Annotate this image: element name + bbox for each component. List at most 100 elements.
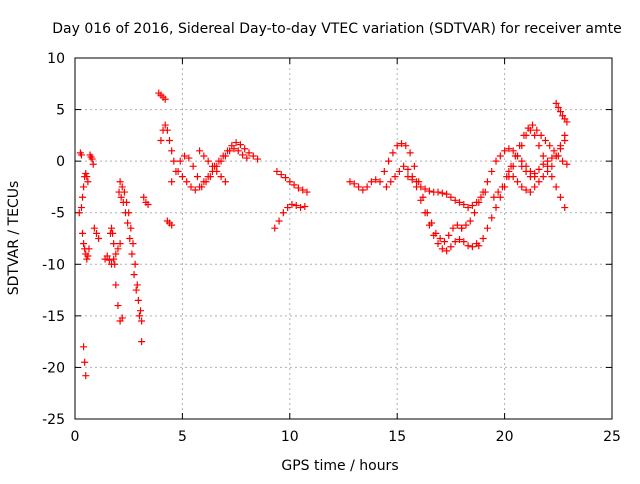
data-point — [77, 151, 85, 159]
data-point — [83, 255, 91, 263]
data-point — [275, 217, 283, 225]
data-point — [84, 252, 92, 260]
data-point — [273, 167, 281, 175]
series-s28 — [552, 99, 571, 126]
y-tick-label: -10 — [42, 257, 65, 273]
data-point — [79, 193, 87, 201]
data-point — [189, 162, 197, 170]
data-point — [168, 147, 176, 155]
data-point — [443, 190, 451, 198]
data-point — [563, 160, 571, 168]
data-point — [115, 188, 123, 196]
data-point — [468, 201, 476, 209]
data-point — [548, 154, 556, 162]
data-point — [140, 193, 148, 201]
series-s1 — [75, 170, 92, 217]
data-point — [80, 183, 88, 191]
data-point — [134, 296, 142, 304]
data-point — [440, 238, 448, 246]
data-point — [119, 198, 127, 206]
data-point — [213, 167, 221, 175]
series-s10 — [140, 193, 152, 208]
series-s3 — [80, 343, 90, 380]
data-point — [80, 343, 88, 351]
data-point — [443, 247, 451, 255]
y-tick-label: 5 — [56, 103, 65, 119]
data-point — [110, 255, 118, 263]
data-point — [129, 240, 137, 248]
data-point — [397, 140, 405, 148]
data-point — [196, 147, 204, 155]
data-point — [292, 201, 300, 209]
series-s26 — [505, 131, 569, 196]
data-point — [163, 126, 171, 134]
data-point — [376, 178, 384, 186]
data-point — [425, 187, 433, 195]
data-point — [112, 281, 120, 289]
data-point — [498, 183, 506, 191]
data-point — [554, 104, 562, 112]
data-point — [479, 235, 487, 242]
data-point — [505, 145, 513, 153]
data-point — [294, 184, 302, 192]
data-point — [391, 173, 399, 181]
series-s19 — [346, 176, 380, 194]
data-point — [550, 147, 558, 155]
data-point — [178, 173, 186, 181]
data-point — [436, 235, 444, 242]
y-tick-label: 10 — [47, 51, 65, 67]
data-point — [161, 121, 169, 129]
series-s23 — [458, 145, 539, 232]
data-point — [90, 224, 98, 232]
data-point — [346, 178, 354, 186]
data-point — [531, 183, 539, 191]
data-point — [526, 173, 534, 181]
series-s4 — [86, 151, 97, 168]
data-point — [112, 250, 120, 258]
data-point — [217, 173, 225, 181]
x-tick-label: 5 — [178, 429, 187, 445]
data-point — [496, 193, 504, 201]
data-point — [239, 151, 247, 159]
data-point — [464, 204, 472, 212]
data-point — [138, 338, 146, 346]
data-point — [556, 193, 564, 201]
data-point — [126, 235, 134, 242]
data-point — [501, 147, 509, 155]
data-point — [95, 235, 103, 242]
data-point — [245, 149, 253, 157]
data-point — [492, 157, 500, 165]
data-point — [221, 152, 229, 160]
data-point — [490, 193, 498, 201]
data-point — [132, 286, 140, 294]
data-point — [556, 108, 564, 116]
data-point — [447, 243, 455, 251]
y-tick-label: -5 — [51, 206, 65, 222]
data-point — [243, 154, 251, 162]
data-point — [509, 173, 517, 181]
data-point — [522, 186, 530, 194]
data-point — [290, 181, 298, 189]
data-point — [503, 173, 511, 181]
axis-ticks: 0 5 10 15 20 25 -25 -20 -15 -10 -5 0 5 10 — [42, 51, 621, 445]
data-point — [421, 185, 429, 193]
data-point — [522, 167, 530, 175]
series-s7 — [106, 224, 126, 325]
data-point — [131, 260, 139, 268]
data-point — [193, 173, 201, 181]
data-point — [529, 121, 537, 129]
data-point — [404, 173, 412, 181]
data-point — [130, 271, 138, 279]
data-point — [114, 302, 122, 310]
series-s16 — [196, 147, 229, 186]
data-point — [425, 221, 433, 229]
data-point — [483, 178, 491, 186]
data-point — [118, 314, 126, 322]
data-point — [88, 155, 96, 163]
data-point — [301, 203, 309, 211]
data-point — [187, 183, 195, 191]
data-point — [170, 157, 178, 165]
data-point — [505, 167, 513, 175]
